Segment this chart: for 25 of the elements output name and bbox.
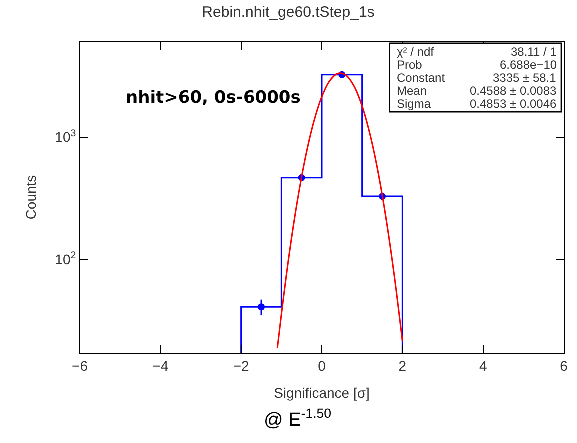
annotation: Prob — [397, 58, 423, 72]
x-tick-label: 0 — [318, 358, 326, 374]
annotation: Constant — [397, 71, 446, 85]
chart-title: Rebin.nhit_ge60.tStep_1s — [202, 4, 375, 22]
x-tick-label: 6 — [560, 358, 568, 374]
annotation: 3335 ± 58.1 — [493, 71, 557, 85]
y-axis-title: Counts — [22, 175, 39, 220]
x-tick-label: 2 — [398, 358, 407, 374]
x-tick-label: −2 — [233, 358, 250, 374]
annotation: 6.688e−10 — [500, 58, 558, 72]
y-tick-label: 10$^{3}$ — [55, 128, 77, 146]
annotation: Mean — [397, 84, 428, 98]
x-tick-label: −4 — [152, 358, 169, 374]
annotation: 0.4853 ± 0.0046 — [470, 97, 557, 111]
annotation: Sigma — [397, 97, 432, 111]
x-axis-title: Significance [σ] — [274, 385, 370, 402]
text: @ E$^{-1.50}$ — [264, 406, 332, 431]
x-tick-label: 4 — [479, 358, 488, 374]
point — [258, 304, 265, 311]
annotation: 38.11 / 1 — [511, 45, 558, 59]
y-tick-label: 10$^{2}$ — [55, 250, 76, 268]
annotation: 0.4588 ± 0.0083 — [470, 84, 557, 98]
annotation: nhit>60, 0s-6000s — [126, 88, 301, 108]
x-tick-label: −6 — [72, 358, 88, 374]
annotation: χ² / ndf — [397, 45, 435, 59]
